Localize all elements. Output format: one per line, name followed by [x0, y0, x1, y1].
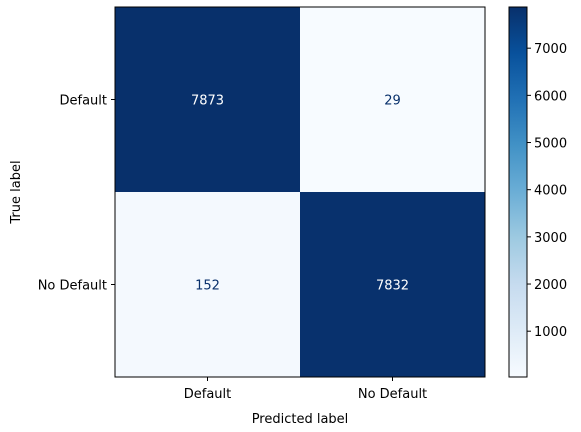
cell-value-label: 7832 — [376, 279, 409, 294]
colorbar-tick-label: 7000 — [534, 42, 567, 57]
matrix-cell — [115, 7, 300, 192]
colorbar-frame — [508, 6, 528, 378]
matrix-plot-area: 7873 29 152 7832 Default No Default Default No … — [38, 6, 486, 402]
matrix-cell — [300, 7, 485, 192]
x-tick-label: No Default — [358, 387, 427, 402]
y-tick-label: Default — [60, 94, 108, 109]
x-axis-label: Predicted label — [252, 412, 349, 427]
cell-value-label: 7873 — [191, 94, 224, 109]
matrix-cell — [300, 192, 485, 377]
colorbar-gradient — [509, 7, 527, 377]
y-tick-label: No Default — [38, 279, 107, 294]
colorbar: 1000 2000 3000 4000 5000 6000 7000 — [508, 6, 567, 378]
colorbar-tick-label: 5000 — [534, 137, 567, 152]
matrix-cell — [115, 192, 300, 377]
colorbar-tick-label: 4000 — [534, 184, 567, 199]
colorbar-tick-label: 2000 — [534, 278, 567, 293]
cell-value-label: 152 — [195, 279, 220, 294]
y-axis-label: True label — [9, 160, 24, 224]
x-tick-label: Default — [184, 387, 232, 402]
colorbar-tick-label: 1000 — [534, 325, 567, 340]
matrix-frame — [114, 6, 486, 378]
cell-value-label: 29 — [384, 94, 401, 109]
colorbar-tick-label: 3000 — [534, 231, 567, 246]
colorbar-tick-label: 6000 — [534, 89, 567, 104]
